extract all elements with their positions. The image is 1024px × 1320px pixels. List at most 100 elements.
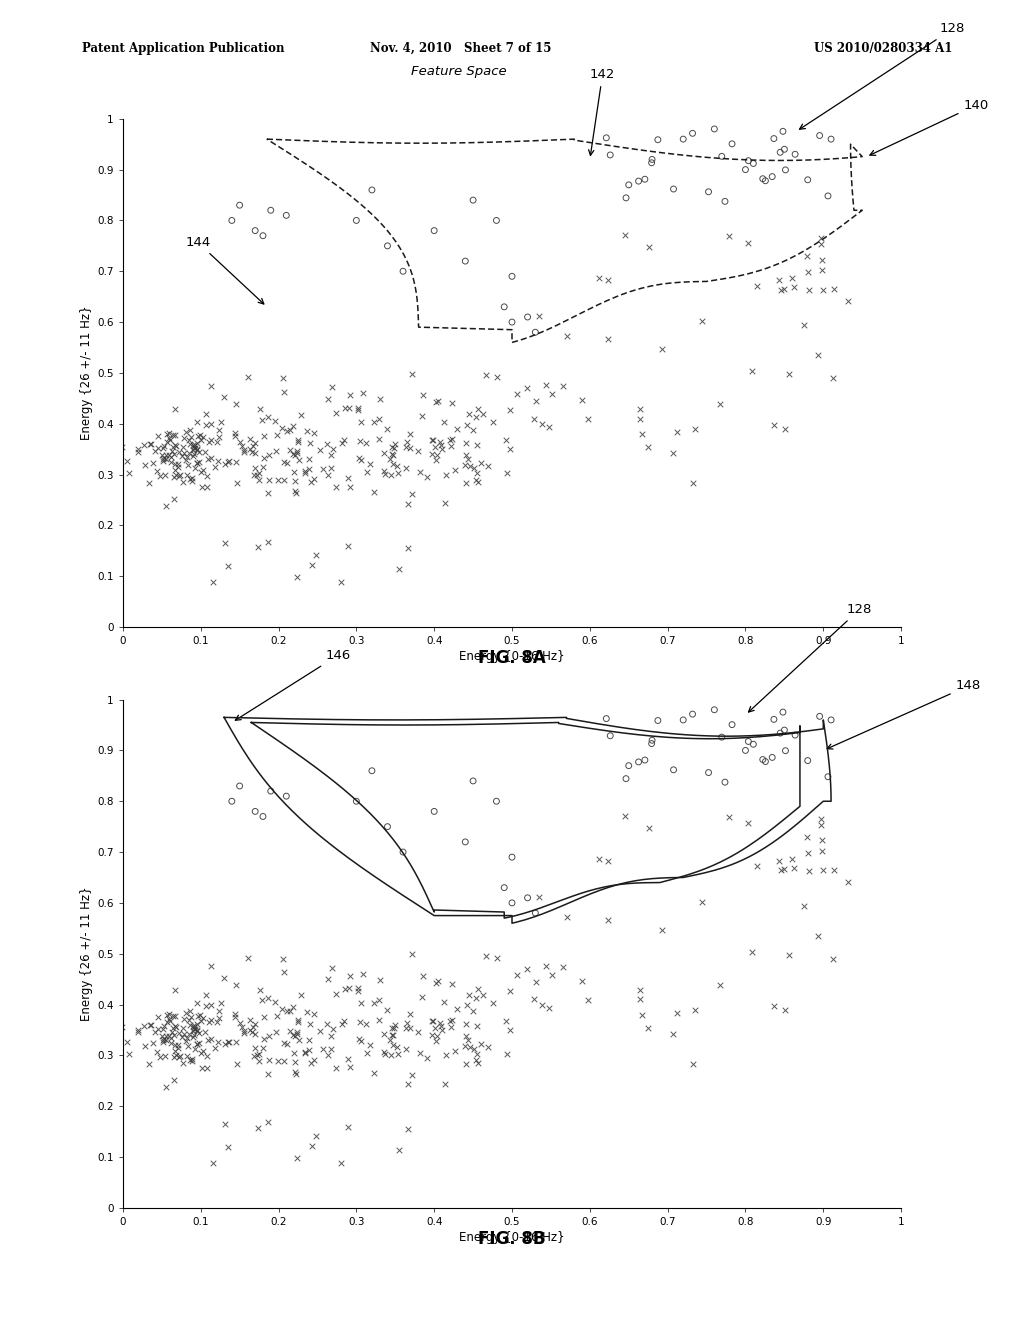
Point <box>186 436 203 457</box>
Point <box>427 1031 443 1052</box>
Point <box>434 438 451 459</box>
Point <box>391 1139 408 1160</box>
Point <box>175 1023 191 1044</box>
Point <box>203 1010 219 1031</box>
Point <box>376 1023 392 1044</box>
Point <box>714 145 730 166</box>
Point <box>154 1026 170 1047</box>
Point <box>367 1063 383 1084</box>
Text: Patent Application Publication: Patent Application Publication <box>82 42 285 55</box>
Point <box>621 755 637 776</box>
Point <box>840 290 856 312</box>
Point <box>302 1014 318 1035</box>
Point <box>182 420 199 441</box>
Text: Feature Space: Feature Space <box>411 65 507 78</box>
Point <box>534 994 550 1015</box>
Point <box>288 482 304 503</box>
Point <box>231 194 248 215</box>
Point <box>137 455 154 477</box>
Point <box>446 459 463 480</box>
Point <box>319 1014 336 1035</box>
Point <box>384 1018 400 1039</box>
Point <box>527 322 544 343</box>
Point <box>355 964 372 985</box>
Point <box>328 477 344 498</box>
Point <box>307 545 324 566</box>
Point <box>314 458 331 479</box>
Point <box>242 438 258 459</box>
Point <box>171 1047 187 1068</box>
Point <box>173 446 189 467</box>
Point <box>811 706 827 727</box>
Point <box>427 450 443 471</box>
Point <box>352 993 369 1014</box>
Point <box>141 1053 158 1074</box>
Point <box>352 1031 369 1052</box>
Point <box>256 1028 272 1049</box>
Point <box>305 1003 322 1024</box>
Point <box>193 1043 209 1064</box>
Point <box>665 1023 681 1044</box>
Point <box>276 470 293 491</box>
Point <box>306 469 323 490</box>
Point <box>319 465 336 486</box>
Point <box>228 974 245 995</box>
Point <box>285 997 301 1018</box>
Point <box>800 169 816 190</box>
Point <box>176 428 193 449</box>
Point <box>114 1016 130 1038</box>
Point <box>129 438 145 459</box>
Point <box>203 1028 219 1049</box>
Point <box>376 442 392 463</box>
Point <box>328 403 344 424</box>
Point <box>488 791 505 812</box>
Point <box>121 463 137 484</box>
Point <box>399 1012 416 1034</box>
Point <box>438 1045 455 1067</box>
Point <box>815 859 831 880</box>
Point <box>757 751 773 772</box>
Point <box>740 150 757 172</box>
Point <box>799 826 815 847</box>
Point <box>129 1019 145 1040</box>
Point <box>383 1045 399 1067</box>
Point <box>245 1016 261 1038</box>
Point <box>721 226 737 247</box>
Point <box>687 418 703 440</box>
Point <box>210 450 226 471</box>
Point <box>475 985 492 1006</box>
Point <box>180 454 197 475</box>
Point <box>210 426 226 447</box>
Point <box>800 261 816 282</box>
Point <box>724 133 740 154</box>
Y-axis label: Energy {26 +/- 11 Hz}: Energy {26 +/- 11 Hz} <box>80 306 93 440</box>
Point <box>599 909 615 931</box>
Point <box>213 412 229 433</box>
Point <box>203 994 219 1015</box>
Point <box>502 1019 518 1040</box>
Point <box>158 1030 174 1051</box>
Point <box>489 946 506 968</box>
Point <box>174 1052 190 1073</box>
Point <box>459 1053 475 1074</box>
Point <box>361 1034 378 1055</box>
Point <box>776 139 793 160</box>
Point <box>333 572 349 593</box>
Point <box>227 426 244 447</box>
Point <box>371 989 387 1010</box>
Point <box>227 1032 244 1053</box>
Point <box>242 1010 258 1031</box>
Point <box>311 1020 328 1041</box>
Point <box>143 1014 160 1035</box>
Point <box>261 1026 278 1047</box>
Point <box>220 556 237 577</box>
Point <box>434 1019 451 1040</box>
Point <box>399 1073 416 1094</box>
Point <box>198 985 214 1006</box>
Point <box>237 441 253 462</box>
Point <box>150 1041 166 1063</box>
Point <box>155 449 171 470</box>
Point <box>786 144 803 165</box>
Point <box>158 449 174 470</box>
Point <box>685 473 701 494</box>
